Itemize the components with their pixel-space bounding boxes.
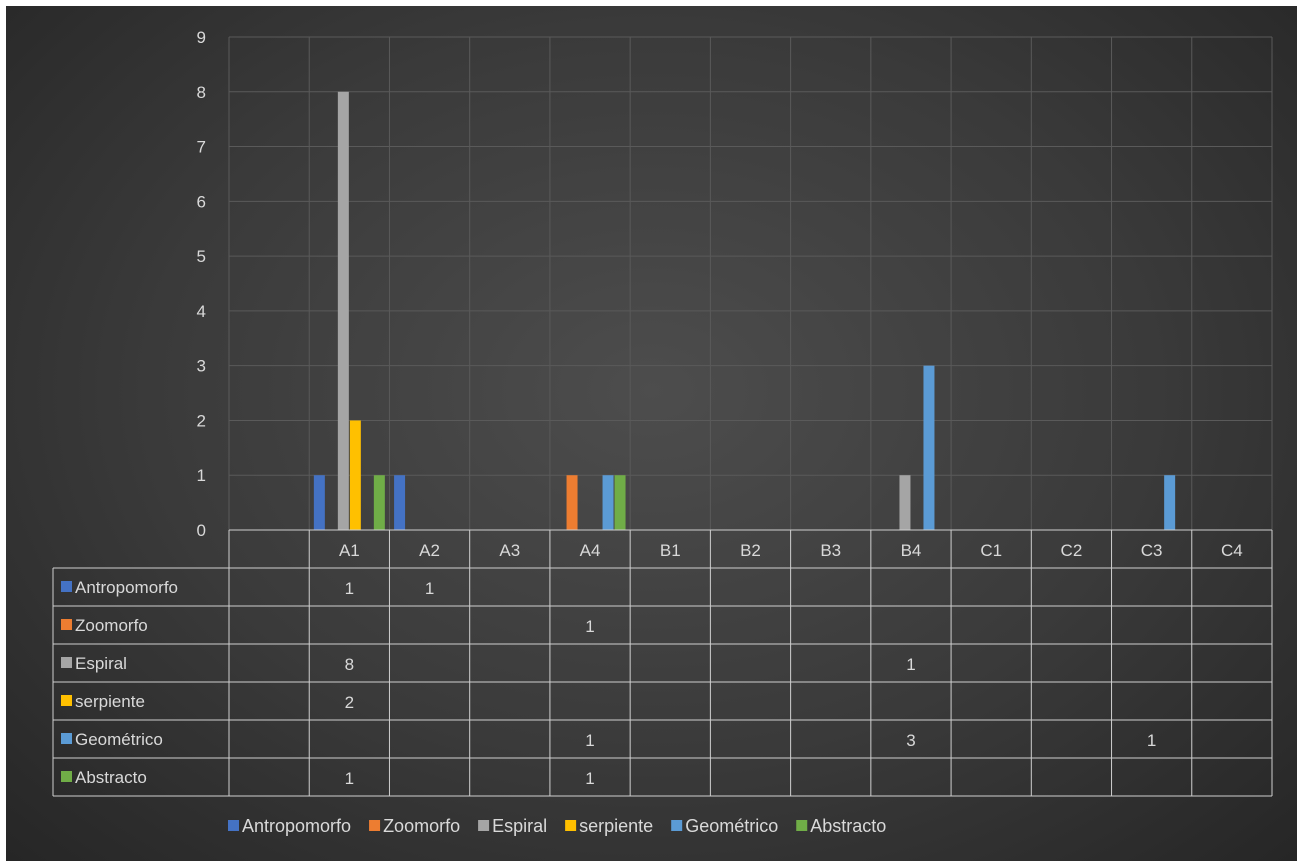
x-tick-label: B4 (901, 541, 922, 560)
bar (614, 475, 626, 530)
data-label: 2 (345, 693, 354, 712)
table-series-name: Espiral (75, 654, 127, 673)
legend-key (478, 820, 490, 831)
legend-label: Zoomorfo (383, 816, 460, 836)
bar (394, 475, 406, 530)
legend-key (369, 820, 381, 831)
legend-key (565, 820, 577, 831)
data-label: 8 (345, 655, 354, 674)
y-tick-label: 7 (197, 138, 206, 157)
y-tick-label: 3 (197, 357, 206, 376)
legend-label: Antropomorfo (242, 816, 351, 836)
data-label: 1 (345, 579, 354, 598)
table-legend-key (61, 619, 72, 630)
table-legend-key (61, 657, 72, 668)
data-label: 1 (425, 579, 434, 598)
x-tick-label: C1 (980, 541, 1002, 560)
x-tick-label: C3 (1141, 541, 1163, 560)
bar (373, 475, 385, 530)
y-tick-label: 8 (197, 83, 206, 102)
data-label: 1 (585, 617, 594, 636)
bar (923, 365, 935, 530)
bar (313, 475, 325, 530)
bar (1164, 475, 1176, 530)
table-legend-key (61, 695, 72, 706)
table-series-name: Zoomorfo (75, 616, 148, 635)
x-tick-label: A3 (499, 541, 520, 560)
table-legend-key (61, 733, 72, 744)
x-tick-label: B3 (820, 541, 841, 560)
table-legend-key (61, 581, 72, 592)
data-label: 1 (345, 769, 354, 788)
legend-label: Geométrico (685, 816, 778, 836)
table-series-name: Abstracto (75, 768, 147, 787)
table-series-name: serpiente (75, 692, 145, 711)
data-label: 1 (585, 769, 594, 788)
bar (899, 475, 911, 530)
legend-label: Abstracto (810, 816, 886, 836)
chart-area (6, 6, 1297, 861)
bar (349, 420, 361, 530)
table-series-name: Geométrico (75, 730, 163, 749)
legend-label: serpiente (579, 816, 653, 836)
y-tick-label: 9 (197, 28, 206, 47)
y-tick-label: 0 (197, 521, 206, 540)
data-label: 1 (906, 655, 915, 674)
legend-label: Espiral (492, 816, 547, 836)
y-tick-label: 6 (197, 192, 206, 211)
bar (566, 475, 578, 530)
x-tick-label: C4 (1221, 541, 1243, 560)
x-tick-label: A4 (580, 541, 601, 560)
bar (602, 475, 614, 530)
data-label: 1 (1147, 731, 1156, 750)
table-series-name: Antropomorfo (75, 578, 178, 597)
legend-key (671, 820, 683, 831)
bar (337, 91, 349, 531)
legend-key (796, 820, 808, 831)
x-tick-label: B1 (660, 541, 681, 560)
data-label: 3 (906, 731, 915, 750)
y-tick-label: 2 (197, 411, 206, 430)
x-tick-label: A2 (419, 541, 440, 560)
x-tick-label: A1 (339, 541, 360, 560)
y-tick-label: 1 (197, 466, 206, 485)
x-tick-label: C2 (1061, 541, 1083, 560)
y-tick-label: 4 (197, 302, 206, 321)
table-legend-key (61, 771, 72, 782)
y-tick-label: 5 (197, 247, 206, 266)
legend-key (228, 820, 239, 831)
data-label: 1 (585, 731, 594, 750)
x-tick-label: B2 (740, 541, 761, 560)
